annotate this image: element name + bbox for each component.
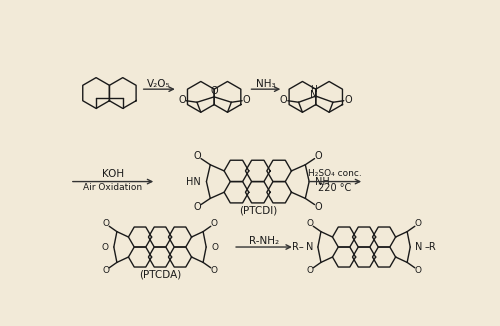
Text: O: O bbox=[280, 95, 287, 105]
Text: O: O bbox=[194, 202, 201, 212]
Text: O: O bbox=[314, 151, 322, 161]
Text: HN: HN bbox=[186, 177, 200, 186]
Text: O: O bbox=[194, 151, 201, 161]
Text: O: O bbox=[314, 202, 322, 212]
Text: KOH: KOH bbox=[102, 169, 124, 179]
Text: O: O bbox=[102, 266, 110, 274]
Text: R-NH₂: R-NH₂ bbox=[249, 236, 279, 246]
Text: O: O bbox=[306, 219, 314, 229]
Text: 220 °C: 220 °C bbox=[318, 183, 352, 193]
Text: O: O bbox=[210, 86, 218, 96]
Text: NH₃: NH₃ bbox=[256, 79, 276, 89]
Text: O: O bbox=[102, 219, 110, 229]
Text: O: O bbox=[344, 95, 352, 105]
Text: Air Oxidation: Air Oxidation bbox=[84, 183, 142, 192]
Text: NH: NH bbox=[316, 177, 330, 186]
Text: H: H bbox=[310, 85, 317, 95]
Text: R–: R– bbox=[292, 242, 304, 252]
Text: N: N bbox=[310, 90, 317, 99]
Text: O: O bbox=[210, 266, 218, 274]
Text: H₂SO₄ conc.: H₂SO₄ conc. bbox=[308, 170, 362, 178]
Text: O: O bbox=[306, 266, 314, 274]
Text: (PTCDA): (PTCDA) bbox=[139, 270, 181, 280]
Text: N: N bbox=[415, 242, 422, 252]
Text: O: O bbox=[178, 95, 186, 105]
Text: O: O bbox=[210, 219, 218, 229]
Text: –R: –R bbox=[424, 242, 436, 252]
Text: V₂O₅: V₂O₅ bbox=[148, 79, 171, 89]
Text: (PTCDI): (PTCDI) bbox=[238, 206, 277, 216]
Text: O: O bbox=[414, 266, 422, 274]
Text: N: N bbox=[306, 242, 313, 252]
Text: O: O bbox=[242, 95, 250, 105]
Text: O: O bbox=[102, 243, 108, 252]
Text: O: O bbox=[212, 243, 218, 252]
Text: O: O bbox=[414, 219, 422, 229]
